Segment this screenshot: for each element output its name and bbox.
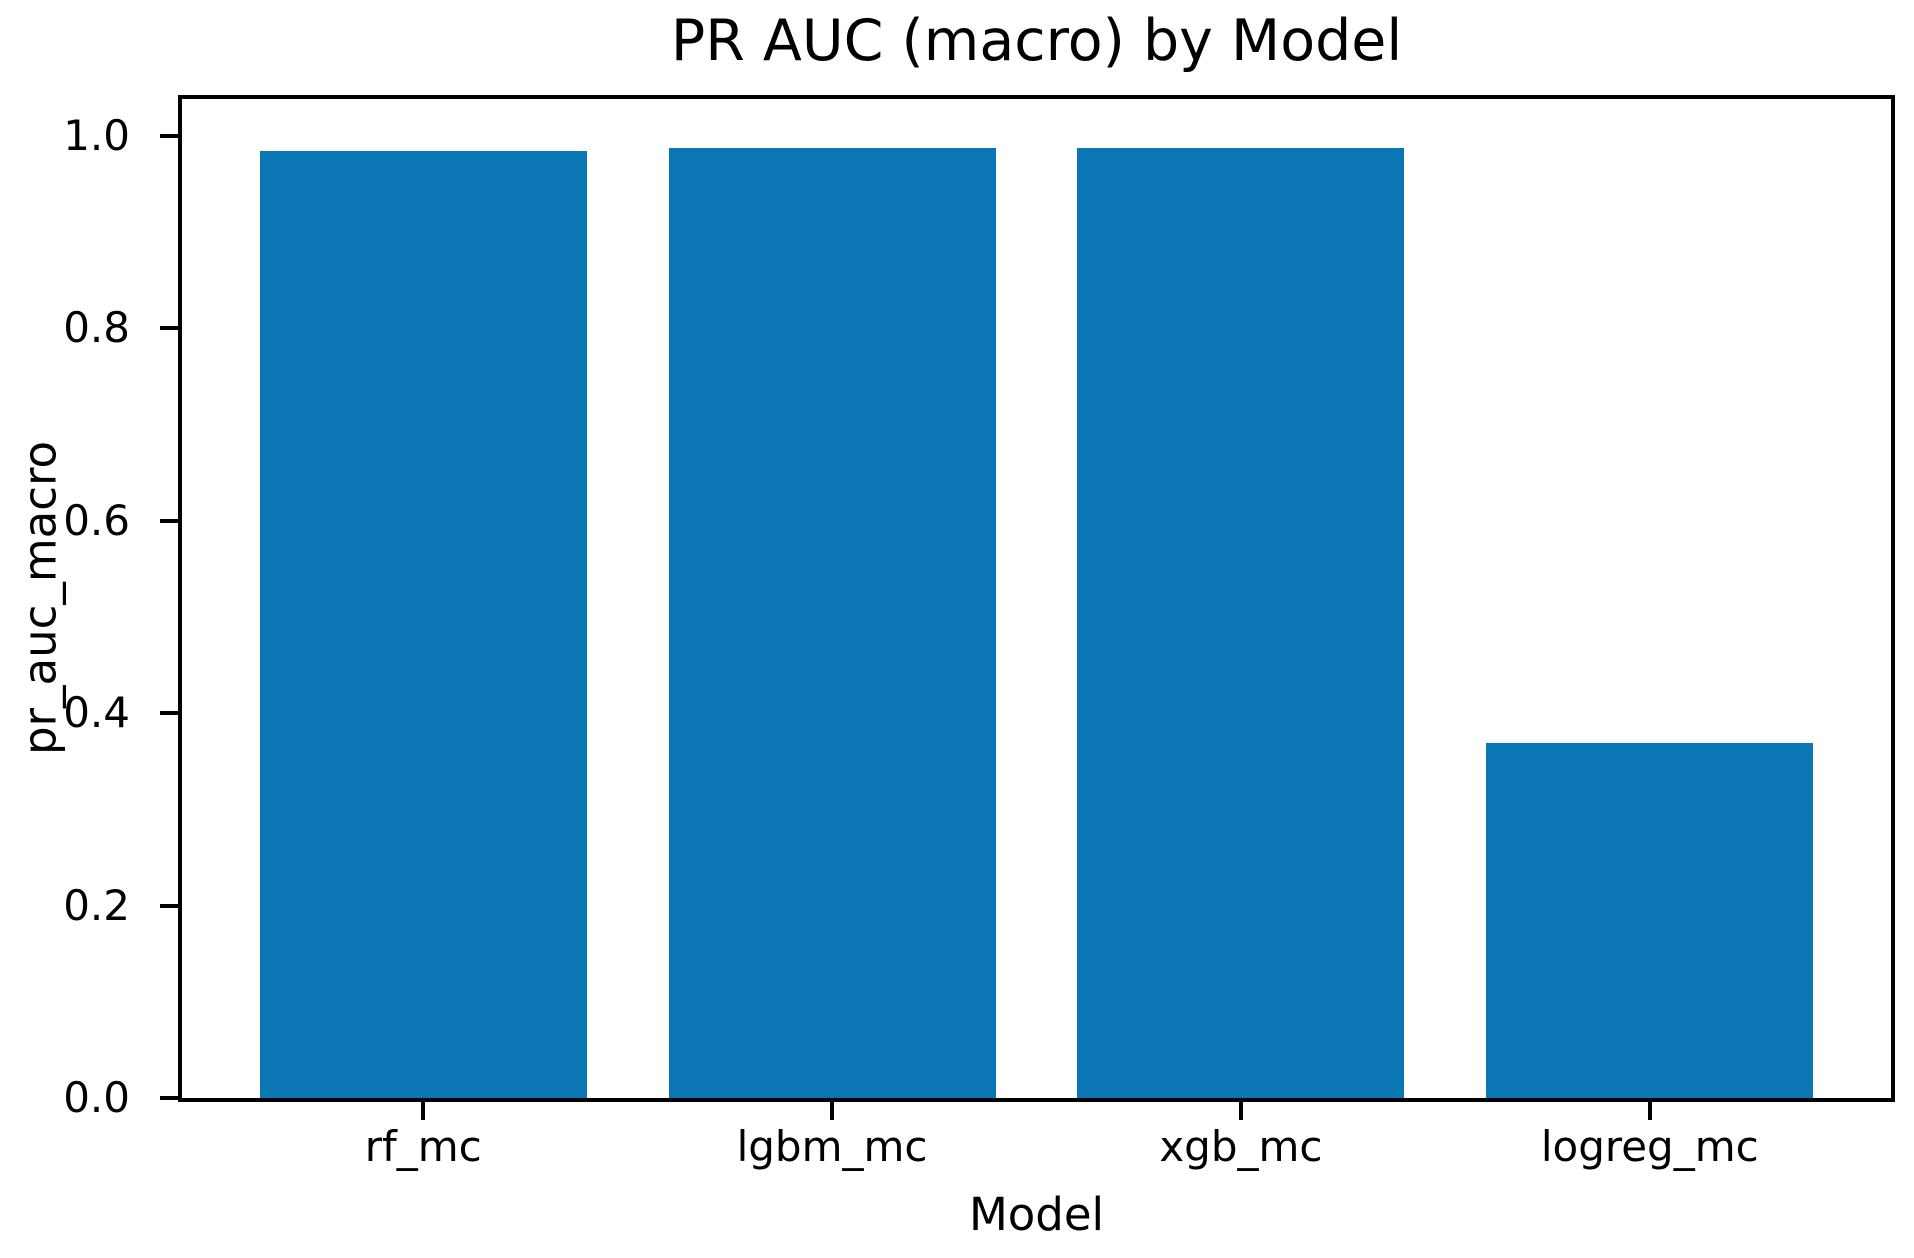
y-tick-mark-1.0 xyxy=(160,133,178,138)
x-tick-label-rf_mc: rf_mc xyxy=(364,1122,482,1171)
y-tick-label-0.4: 0.4 xyxy=(63,688,130,738)
y-tick-mark-0.8 xyxy=(160,326,178,331)
plot-area: rf_mc lgbm_mc xgb_mc logreg_mc 0.0 0.2 0.4 0.6 0… xyxy=(63,95,1895,1168)
y-tick-mark-0.2 xyxy=(160,903,178,908)
y-tick-label-0.6: 0.6 xyxy=(63,495,130,545)
y-tick-mark-0.6 xyxy=(160,518,178,523)
x-axis-label: Model xyxy=(968,1188,1105,1241)
chart-title: PR AUC (macro) by Model xyxy=(670,8,1403,74)
x-tick-mark-rf_mc xyxy=(421,1102,426,1120)
bar-lgbm_mc xyxy=(668,148,996,1098)
x-tick-label-lgbm_mc: lgbm_mc xyxy=(736,1122,928,1171)
y-tick-label-0.0: 0.0 xyxy=(63,1073,130,1122)
x-tick-mark-xgb_mc xyxy=(1238,1102,1243,1120)
x-tick-label-logreg_mc: logreg_mc xyxy=(1540,1122,1759,1171)
bar-xgb_mc xyxy=(1077,148,1405,1098)
y-tick-mark-0.0 xyxy=(160,1096,178,1100)
bar-logreg_mc xyxy=(1486,742,1814,1098)
bar-rf_mc xyxy=(259,150,587,1098)
y-tick-label-0.8: 0.8 xyxy=(63,303,130,353)
y-axis-label: pr_auc_macro xyxy=(13,440,67,756)
y-tick-label-1.0: 1.0 xyxy=(63,110,130,160)
y-tick-mark-0.4 xyxy=(160,711,178,716)
x-tick-mark-logreg_mc xyxy=(1647,1102,1652,1120)
x-tick-label-xgb_mc: xgb_mc xyxy=(1159,1122,1323,1171)
x-tick-mark-lgbm_mc xyxy=(830,1102,835,1120)
y-tick-label-0.2: 0.2 xyxy=(63,880,130,930)
